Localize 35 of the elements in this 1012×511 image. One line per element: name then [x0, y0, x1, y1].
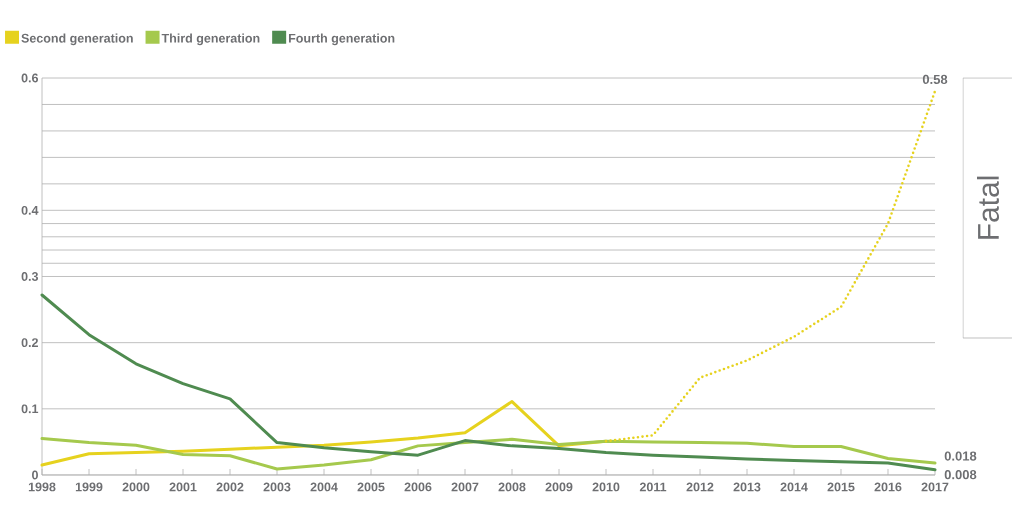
y-tick-label: 0.6	[21, 73, 39, 83]
x-tick-label: 2012	[686, 482, 714, 492]
y-tick-label: 0	[32, 470, 38, 480]
x-tick-label: 2017	[921, 482, 949, 492]
x-tick-label: 2007	[451, 482, 479, 492]
data-label: 0.018	[944, 451, 977, 461]
line-series	[40, 437, 937, 471]
x-tick-label: 2000	[122, 482, 150, 492]
x-tick-label: 2016	[874, 482, 902, 492]
data-label: 0.008	[944, 470, 977, 480]
x-tick-label: 2005	[357, 482, 385, 492]
legend-label: Third generation	[161, 33, 260, 46]
x-tick-label: 2015	[827, 482, 855, 492]
line-series	[40, 293, 937, 472]
text: Fatal	[976, 176, 1000, 239]
x-tick-label: 2011	[639, 482, 667, 492]
legend-label: Second generation	[21, 33, 133, 46]
y-tick-label: 0.1	[21, 404, 39, 414]
x-tick-label: 2009	[545, 482, 573, 492]
legend-label: Fourth generation	[288, 33, 395, 46]
y-tick-label: 0.2	[21, 338, 38, 348]
x-tick-label: 2014	[780, 482, 808, 492]
x-tick-label: 1998	[28, 482, 56, 492]
x-tick-label: 2010	[592, 482, 620, 492]
x-tick-label: 2003	[263, 482, 291, 492]
x-tick-label: 1999	[75, 482, 103, 492]
y-tick-label: 0.3	[21, 272, 39, 281]
data-label: 0.58	[922, 74, 948, 85]
x-tick-label: 2001	[169, 482, 197, 492]
y-tick-label: 0.4	[21, 205, 39, 215]
x-tick-label: 2004	[310, 482, 338, 492]
x-tick-label: 2008	[498, 482, 526, 492]
x-tick-label: 2013	[733, 482, 761, 492]
x-tick-label: 2006	[404, 482, 432, 492]
x-tick-label: 2002	[216, 482, 244, 492]
